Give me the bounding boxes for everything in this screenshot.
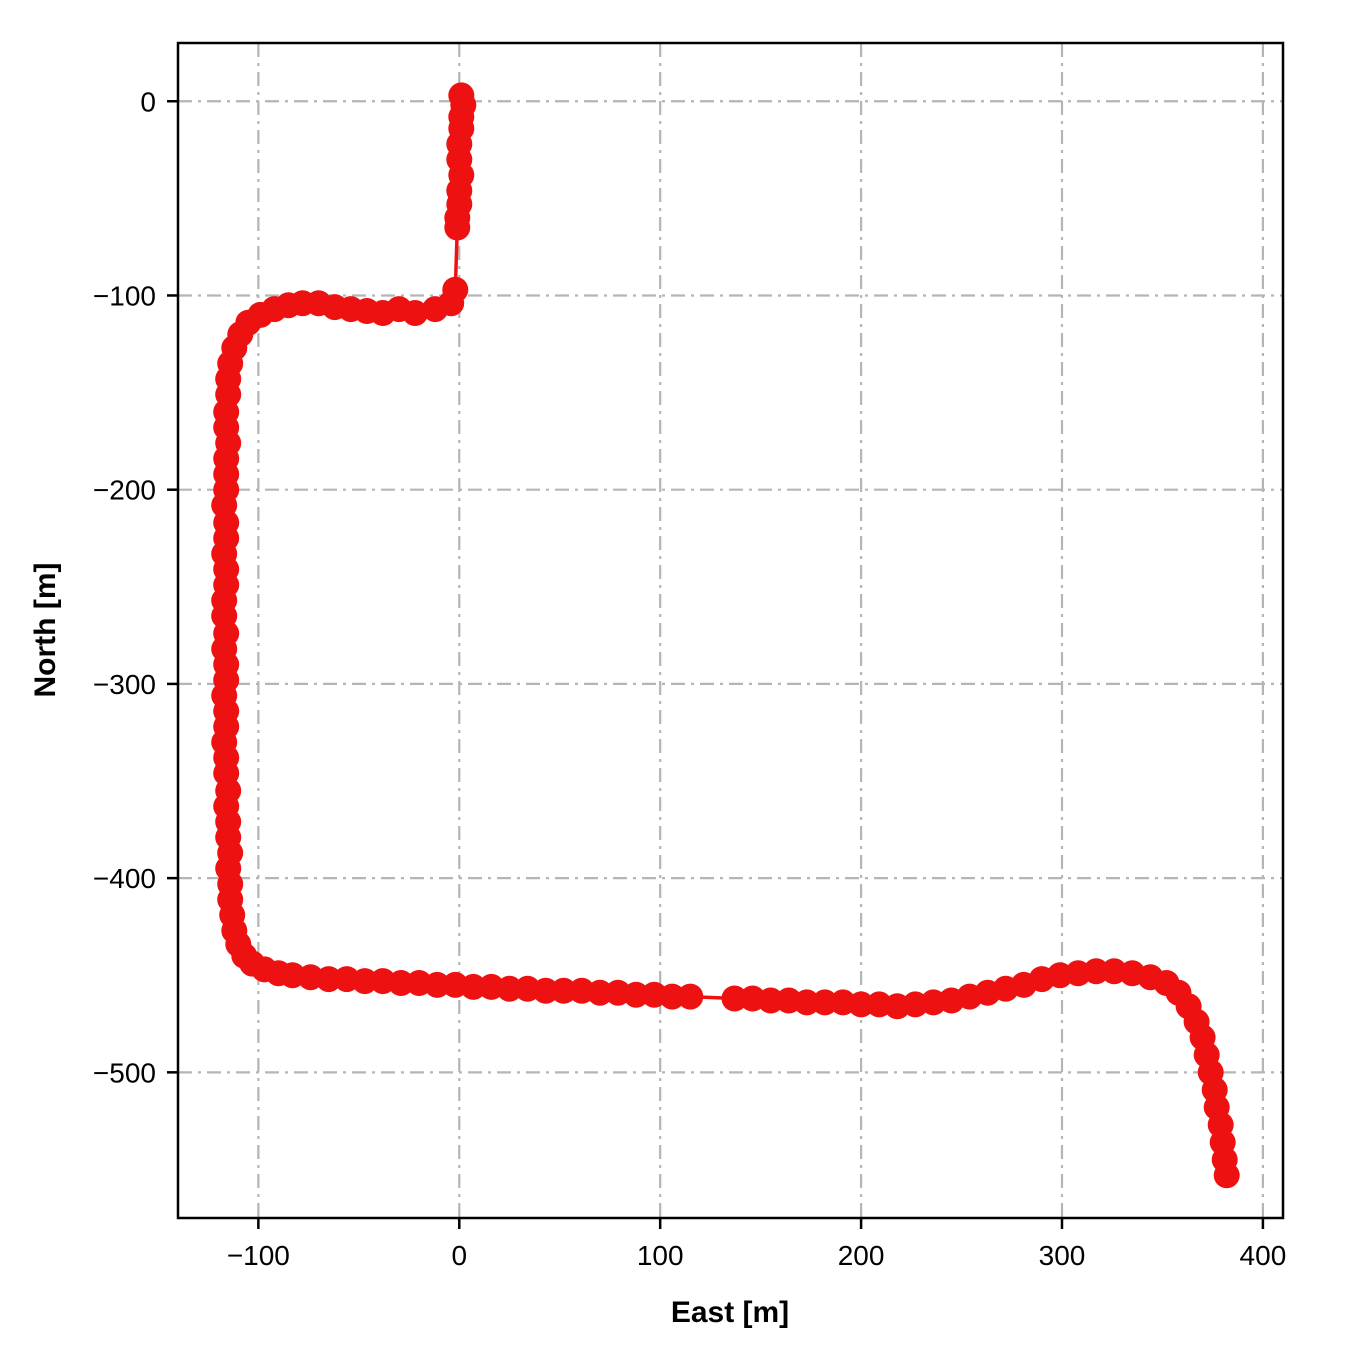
trajectory-point xyxy=(721,985,748,1012)
trajectory-point xyxy=(659,983,686,1010)
x-tick-label: 300 xyxy=(1039,1240,1086,1271)
x-tick-label: 0 xyxy=(451,1240,467,1271)
y-tick-label: −500 xyxy=(93,1057,156,1088)
x-tick-label: 100 xyxy=(637,1240,684,1271)
trajectory-point xyxy=(550,977,577,1004)
trajectory-point xyxy=(532,977,559,1004)
y-tick-label: −400 xyxy=(93,863,156,894)
trajectory-point xyxy=(496,975,523,1002)
grid xyxy=(178,43,1283,1218)
y-tick-label: −100 xyxy=(93,280,156,311)
trajectory-point xyxy=(1083,958,1110,985)
trajectory-point xyxy=(848,991,875,1018)
trajectory-point xyxy=(424,971,451,998)
y-axis-label: North [m] xyxy=(29,563,62,698)
x-tick-label: 200 xyxy=(838,1240,885,1271)
trajectory-point xyxy=(623,981,650,1008)
trajectory-point xyxy=(422,296,449,323)
trajectory-point xyxy=(351,968,378,995)
trajectory-series xyxy=(211,82,1240,1189)
trajectory-point xyxy=(677,983,704,1010)
tick-labels: −100 0 100 200 300 400 0 −100 −200 −300 −400 −500 xyxy=(93,86,1286,1271)
trajectory-point xyxy=(1213,1162,1240,1189)
trajectory-point xyxy=(811,989,838,1016)
trajectory-point xyxy=(315,966,342,993)
trajectory-point xyxy=(388,970,414,996)
trajectory-point xyxy=(444,214,471,241)
axis-ticks xyxy=(167,100,1265,1229)
x-tick-label: −100 xyxy=(227,1240,290,1271)
y-tick-label: 0 xyxy=(140,86,156,117)
trajectory-point xyxy=(460,973,487,1000)
y-tick-label: −300 xyxy=(93,669,156,700)
trajectory-point xyxy=(757,987,784,1014)
x-axis-label: East [m] xyxy=(671,1296,789,1329)
x-tick-label: 400 xyxy=(1240,1240,1287,1271)
trajectory-point xyxy=(793,989,820,1016)
trajectory-line xyxy=(222,93,1229,1178)
y-tick-label: −200 xyxy=(93,475,156,506)
plot-area-border xyxy=(176,41,1285,1220)
trajectory-point xyxy=(586,979,613,1006)
